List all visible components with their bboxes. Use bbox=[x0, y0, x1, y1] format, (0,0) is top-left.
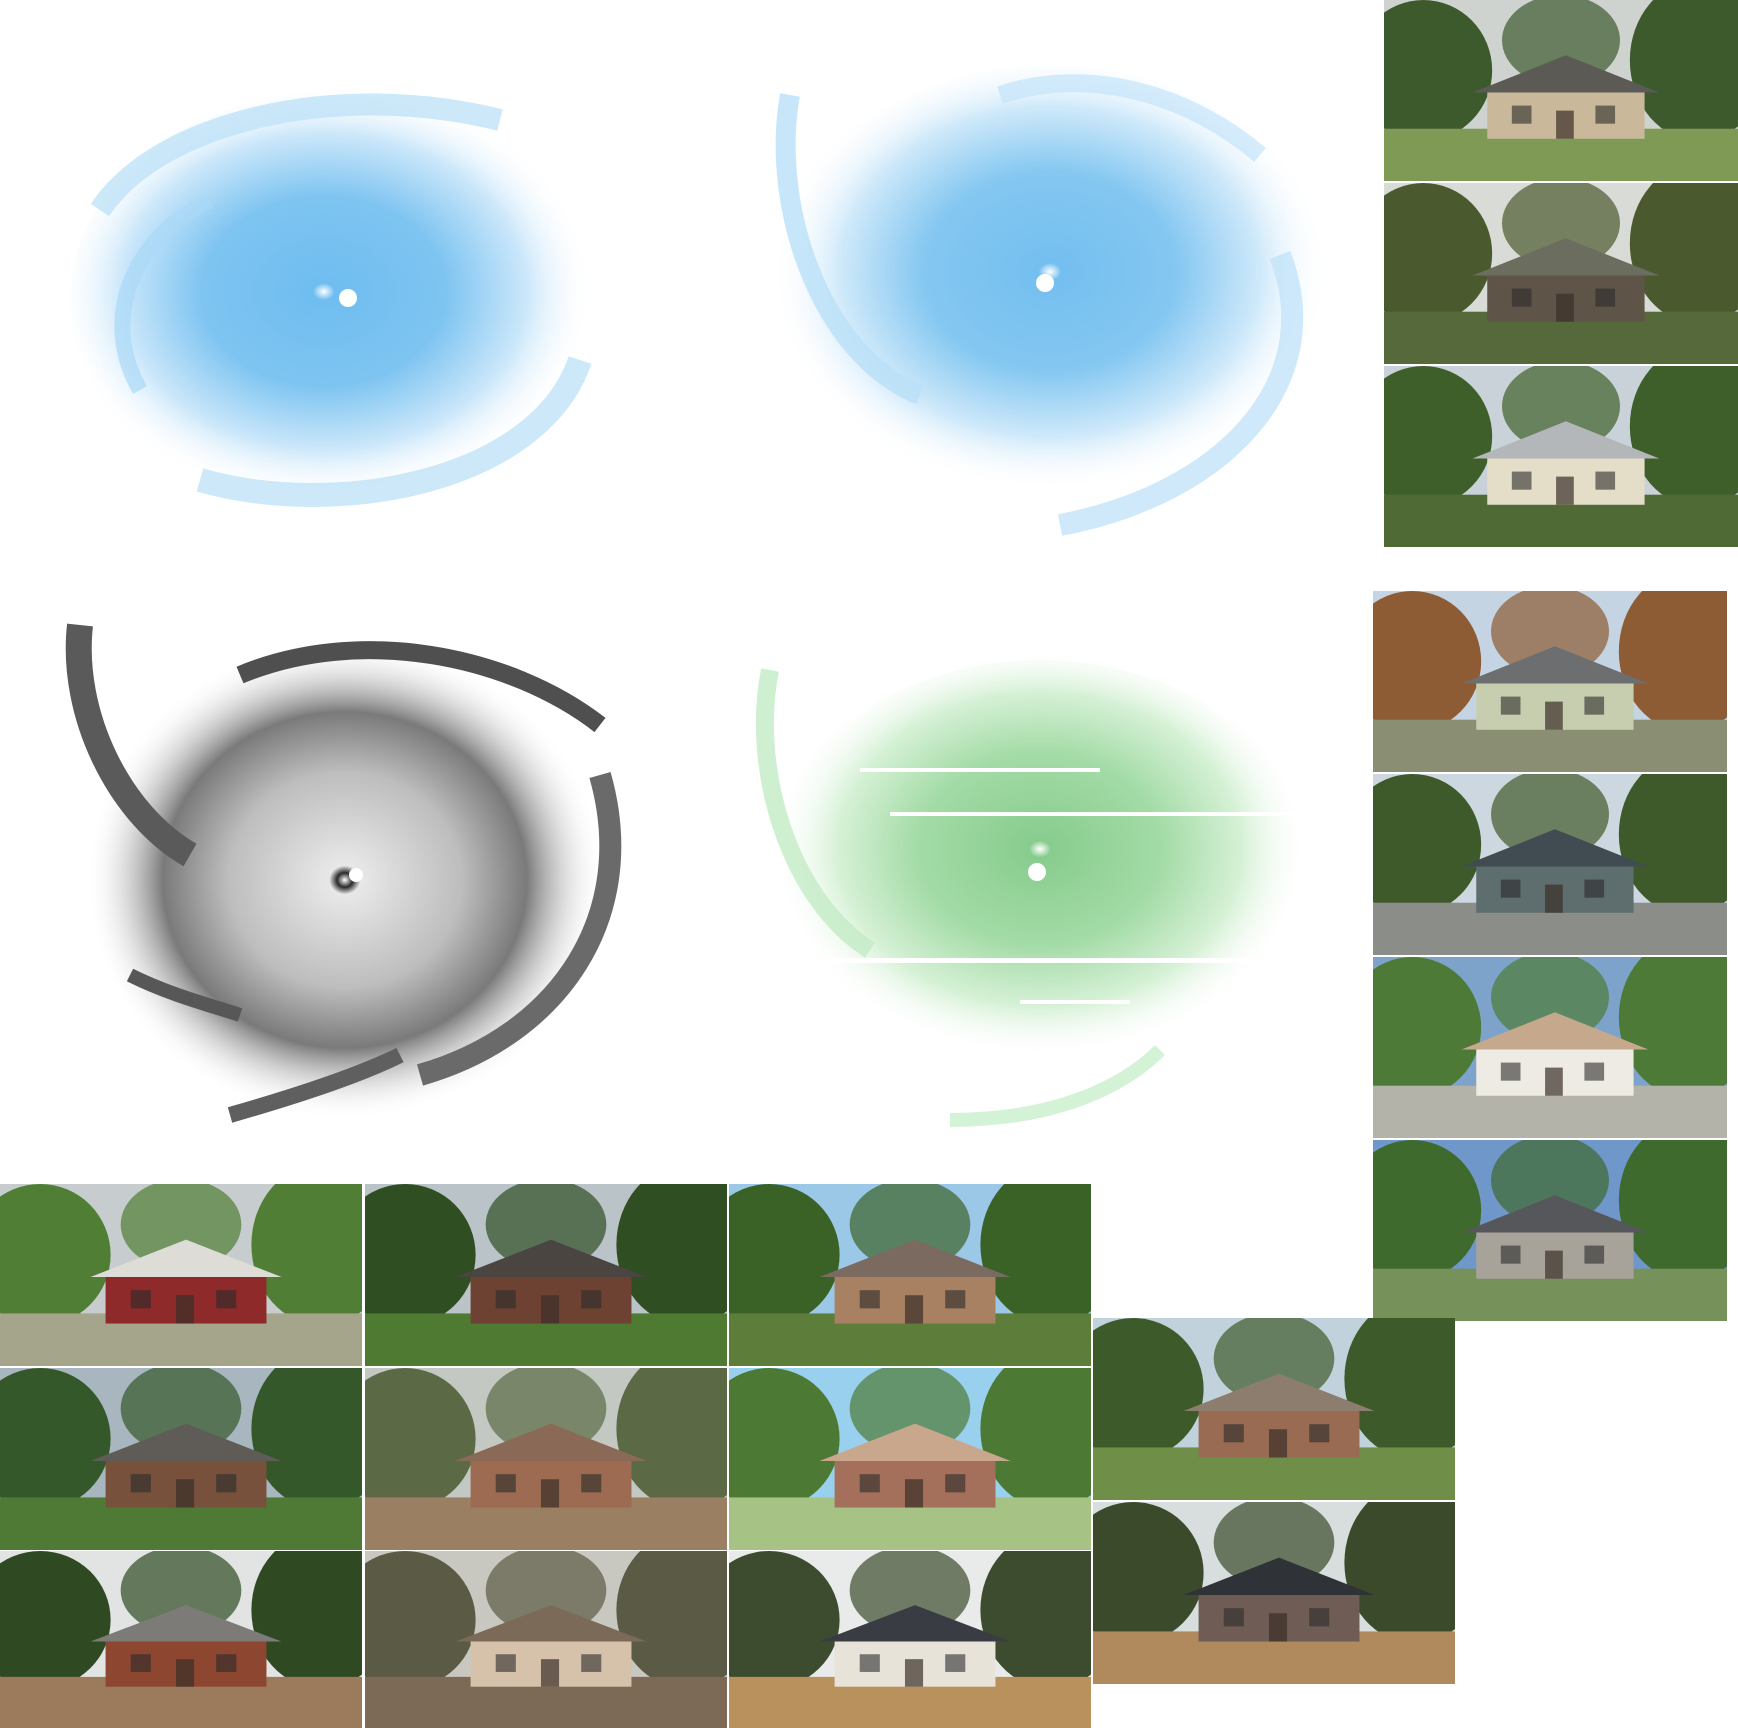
house-scene bbox=[1093, 1502, 1455, 1684]
house-scene bbox=[729, 1368, 1091, 1550]
house-photo bbox=[1373, 591, 1727, 772]
house-photo bbox=[1373, 774, 1727, 955]
house-photo bbox=[365, 1368, 727, 1550]
house-photo bbox=[1373, 957, 1727, 1138]
house-scene bbox=[1384, 183, 1738, 364]
house-photo bbox=[1093, 1318, 1455, 1500]
house-scene bbox=[365, 1184, 727, 1366]
house-scene bbox=[0, 1368, 362, 1550]
house-photo bbox=[0, 1184, 362, 1366]
storm-image-green bbox=[750, 650, 1360, 1150]
house-scene bbox=[365, 1551, 727, 1728]
house-scene bbox=[365, 1368, 727, 1550]
storm-image-blue-2 bbox=[760, 55, 1360, 555]
house-scene bbox=[1373, 957, 1727, 1138]
house-photo bbox=[0, 1551, 362, 1728]
house-photo bbox=[729, 1184, 1091, 1366]
house-photo bbox=[1384, 0, 1738, 181]
house-photo bbox=[1384, 183, 1738, 364]
hurricane-swirl bbox=[770, 65, 1330, 536]
house-photo bbox=[365, 1184, 727, 1366]
house-scene bbox=[1373, 591, 1727, 772]
storm-image-blue-1 bbox=[40, 60, 640, 530]
house-photo bbox=[1373, 1140, 1727, 1321]
hurricane-swirl bbox=[65, 623, 622, 1123]
house-scene bbox=[729, 1184, 1091, 1366]
hurricane-swirl bbox=[70, 90, 610, 510]
house-photo bbox=[0, 1368, 362, 1550]
house-scene bbox=[1384, 0, 1738, 181]
house-scene bbox=[1093, 1318, 1455, 1500]
house-scene bbox=[0, 1551, 362, 1728]
house-scene bbox=[729, 1551, 1091, 1728]
hurricane-swirl bbox=[755, 660, 1350, 1127]
house-photo bbox=[365, 1551, 727, 1728]
storm-image-grayscale bbox=[40, 595, 680, 1155]
house-photo bbox=[729, 1551, 1091, 1728]
house-scene bbox=[0, 1184, 362, 1366]
house-scene bbox=[1373, 774, 1727, 955]
house-scene bbox=[1373, 1140, 1727, 1321]
house-photo bbox=[1384, 366, 1738, 547]
house-photo bbox=[729, 1368, 1091, 1550]
house-photo bbox=[1093, 1502, 1455, 1684]
house-scene bbox=[1384, 366, 1738, 547]
